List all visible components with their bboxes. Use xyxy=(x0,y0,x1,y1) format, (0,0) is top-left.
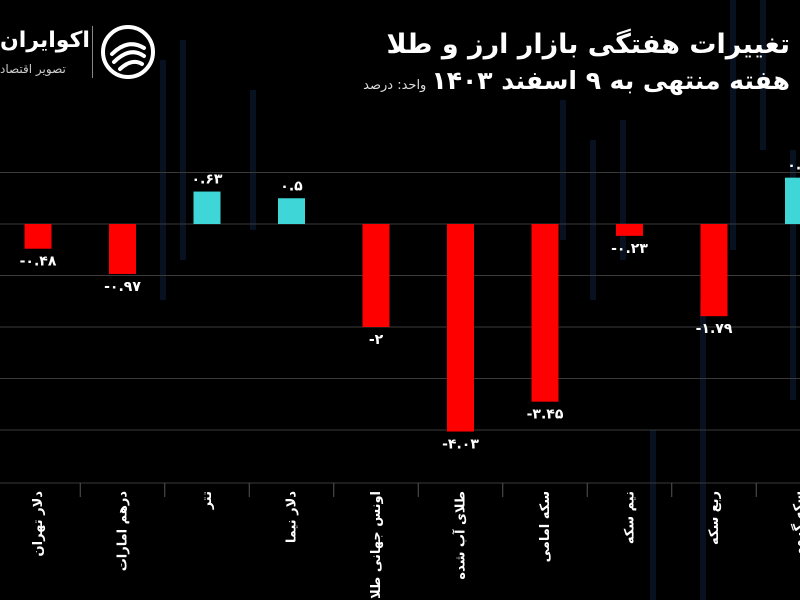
category-label: سکه امامی xyxy=(538,491,553,562)
category-label: نیم سکه xyxy=(623,491,638,544)
bar xyxy=(447,224,474,432)
brand-tagline: تصویر اقتصاد xyxy=(0,62,66,76)
value-label: -۱.۷۹ xyxy=(696,321,733,337)
logo-divider xyxy=(92,26,93,78)
bg-candle xyxy=(590,140,596,300)
bg-candle xyxy=(180,40,186,260)
bar xyxy=(616,224,643,236)
category-labels: دلار تهران درهم امارات تتر دلار نیما اونس جه… xyxy=(31,491,800,599)
title-block: تغییرات هفتگی بازار ارز و طلا هفته منتهی… xyxy=(351,28,790,95)
category-label: سکه گرمی xyxy=(791,491,800,561)
category-label: اونس جهانی طلا xyxy=(369,491,384,599)
bg-candle xyxy=(650,430,656,600)
bg-candle xyxy=(730,0,736,250)
value-labels: -۰.۴۸ -۰.۹۷ ۰.۶۳ ۰.۵ -۲ -۴.۰۳ -۳.۴۵ -۰.۲۳ -۱.۷۹ ۰… xyxy=(20,158,800,453)
value-label: -۴.۰۳ xyxy=(442,437,479,453)
bg-candle xyxy=(700,300,706,600)
eco-swirl-icon xyxy=(101,25,155,79)
bg-candle xyxy=(160,60,166,300)
value-label: -۰.۴۸ xyxy=(20,254,57,270)
chart-subtitle: هفته منتهی به ۹ اسفند ۱۴۰۳ xyxy=(431,66,790,95)
brand-logo: اکوایران تصویر اقتصاد xyxy=(0,22,170,82)
bg-candle xyxy=(620,120,626,260)
bar xyxy=(24,224,52,249)
value-label: -۰.۲۳ xyxy=(611,241,648,257)
bar xyxy=(109,224,136,274)
unit-label: واحد: درصد xyxy=(363,78,427,93)
bar xyxy=(531,224,559,402)
value-label: ۰.۶۳ xyxy=(192,172,223,188)
category-label: دلار تهران xyxy=(31,491,46,557)
category-label: تتر xyxy=(200,491,215,510)
category-label: ربع سکه xyxy=(707,491,722,545)
category-label: دلار نیما xyxy=(285,491,300,543)
bar xyxy=(785,177,800,224)
bg-candle xyxy=(760,0,766,150)
bar xyxy=(362,224,390,327)
value-label: ۰.۹ xyxy=(787,158,800,174)
category-label: طلای آب شده xyxy=(452,491,469,580)
bg-candle xyxy=(250,90,256,230)
value-label: -۰.۹۷ xyxy=(104,279,141,295)
value-label: ۰.۵ xyxy=(280,178,303,194)
bar xyxy=(193,191,221,224)
gridlines xyxy=(0,172,800,497)
bg-candle xyxy=(560,100,566,240)
bar xyxy=(700,224,728,317)
chart-title: تغییرات هفتگی بازار ارز و طلا xyxy=(386,29,790,60)
category-label: درهم امارات xyxy=(116,491,131,572)
value-label: -۳.۴۵ xyxy=(527,407,564,423)
bar xyxy=(278,198,305,224)
value-label: -۲ xyxy=(369,332,384,348)
bars xyxy=(24,177,800,432)
brand-name: اکوایران xyxy=(0,28,90,53)
